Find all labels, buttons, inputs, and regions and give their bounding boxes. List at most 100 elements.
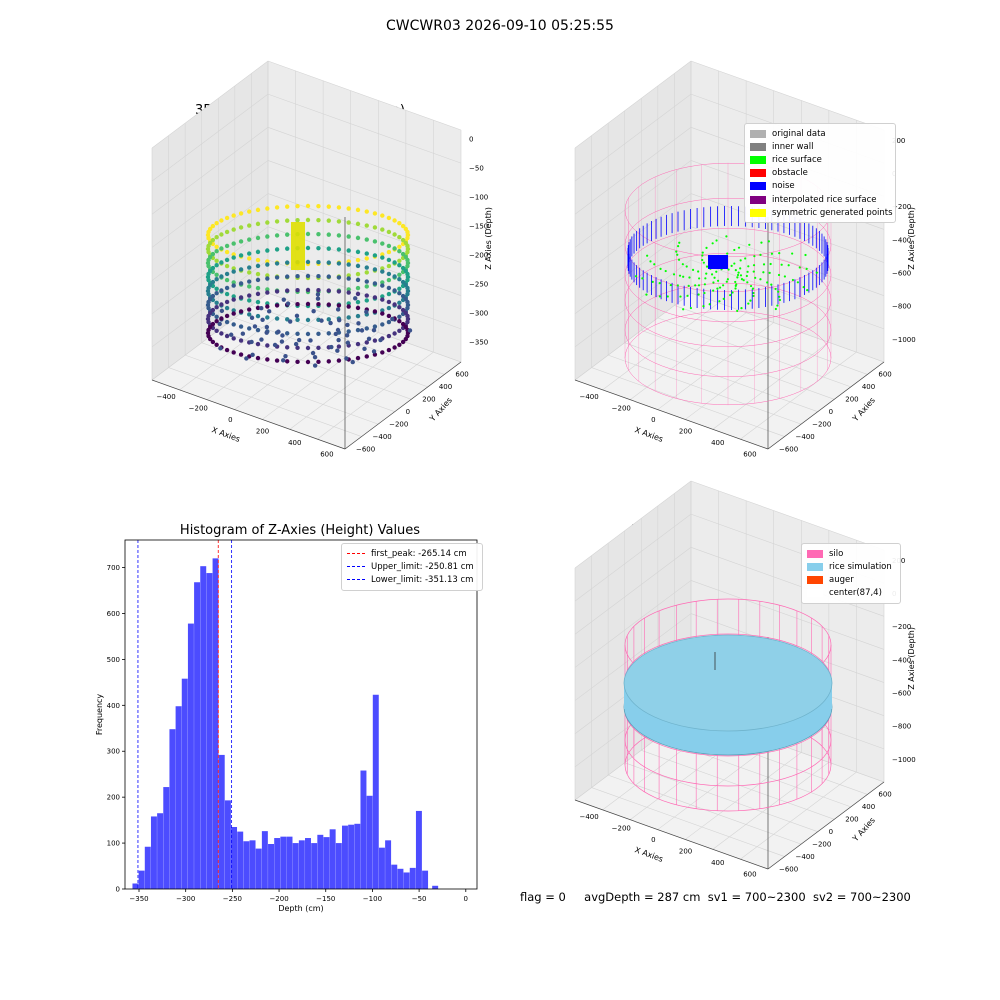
rice-surface-point bbox=[770, 252, 774, 255]
x-tick-label: 0 bbox=[228, 416, 232, 424]
data-point bbox=[265, 248, 270, 253]
grid-line bbox=[685, 752, 802, 840]
data-point bbox=[207, 226, 213, 232]
data-point bbox=[207, 240, 213, 246]
rice-simulation-top bbox=[623, 634, 833, 732]
z-tick-label: −200 bbox=[892, 203, 911, 211]
data-point bbox=[392, 274, 397, 279]
data-point bbox=[326, 317, 331, 322]
data-point bbox=[364, 256, 369, 261]
data-point bbox=[255, 299, 261, 305]
data-point bbox=[326, 260, 331, 265]
legend-label: symmetric generated points bbox=[772, 207, 893, 218]
axis-line bbox=[151, 379, 346, 450]
z-tick-label: 200 bbox=[892, 137, 905, 145]
data-point bbox=[247, 279, 252, 284]
legend-item: silo bbox=[807, 547, 895, 560]
data-point bbox=[247, 326, 252, 331]
rice-surface-point bbox=[737, 271, 740, 274]
data-point bbox=[371, 327, 377, 333]
rice-surface-point bbox=[734, 284, 737, 287]
data-point bbox=[400, 339, 406, 345]
rice-surface-point bbox=[748, 243, 751, 246]
floor-pane bbox=[152, 293, 461, 449]
data-point bbox=[316, 217, 321, 223]
rice-surface-point bbox=[701, 258, 704, 262]
data-point bbox=[285, 359, 290, 364]
data-point bbox=[214, 291, 219, 296]
data-point bbox=[255, 207, 261, 213]
grid-line bbox=[234, 322, 351, 410]
data-point bbox=[255, 249, 261, 255]
data-point bbox=[386, 229, 392, 235]
rice-surface-point bbox=[759, 253, 762, 256]
legend-item: original data bbox=[750, 127, 890, 140]
data-point bbox=[214, 286, 219, 291]
data-point bbox=[364, 270, 369, 275]
rice-surface-point bbox=[778, 252, 781, 255]
x-tick-label: 200 bbox=[256, 427, 269, 435]
data-point bbox=[250, 352, 255, 358]
data-point bbox=[265, 220, 270, 225]
data-point bbox=[335, 348, 340, 353]
data-point bbox=[397, 244, 402, 249]
data-point bbox=[336, 219, 342, 224]
rice-surface-point bbox=[753, 255, 756, 258]
axis-line bbox=[574, 379, 769, 450]
data-point bbox=[386, 305, 392, 311]
y-tick-label: −200 bbox=[812, 840, 831, 848]
x-tick-label: −250 bbox=[223, 895, 242, 903]
rice-surface-point bbox=[712, 281, 715, 284]
rice-surface-point bbox=[651, 280, 654, 283]
avg-depth-text: avgDepth = 287 cm bbox=[584, 890, 701, 904]
data-point bbox=[265, 206, 270, 211]
data-point bbox=[386, 313, 392, 319]
data-point bbox=[397, 221, 402, 226]
data-point bbox=[400, 265, 406, 271]
legend-label: silo bbox=[829, 548, 844, 559]
data-point bbox=[265, 315, 270, 320]
z-tick-label: −100 bbox=[469, 194, 488, 202]
y-tick-label: 400 bbox=[439, 383, 452, 391]
grid-line bbox=[674, 305, 868, 375]
rice-surface-point bbox=[769, 262, 772, 266]
data-point bbox=[316, 359, 321, 365]
data-point bbox=[397, 328, 402, 333]
rice-surface-point bbox=[776, 304, 779, 307]
z-axis-label: Z Axies (Depth) bbox=[907, 627, 916, 690]
data-point bbox=[372, 295, 378, 300]
legend-item: center(87,4) bbox=[807, 587, 895, 600]
data-point bbox=[346, 259, 351, 264]
x-axis-label: Depth (cm) bbox=[278, 904, 323, 913]
histogram-bar bbox=[268, 843, 275, 889]
data-point bbox=[405, 285, 410, 291]
data-point bbox=[346, 273, 351, 278]
x-tick-label: −100 bbox=[363, 895, 382, 903]
raw-3d-plot: −400−2000200400600−600−400−2000200400600… bbox=[151, 60, 493, 458]
data-point bbox=[238, 338, 244, 343]
data-point bbox=[255, 355, 261, 361]
data-point bbox=[305, 287, 311, 293]
rice-surface-point bbox=[740, 307, 743, 310]
rice-surface-point bbox=[718, 286, 722, 289]
data-point bbox=[380, 294, 385, 299]
data-point bbox=[355, 291, 361, 297]
data-point bbox=[392, 302, 397, 307]
data-point bbox=[400, 251, 406, 257]
rice-surface-point bbox=[796, 281, 799, 284]
data-point bbox=[259, 337, 264, 342]
data-point bbox=[255, 235, 261, 241]
grid-line bbox=[657, 322, 774, 410]
x-tick-label: −150 bbox=[316, 895, 335, 903]
legend-swatch bbox=[807, 589, 823, 598]
legend-line bbox=[347, 553, 365, 555]
rice-surface-point bbox=[740, 277, 744, 281]
rice-surface-point bbox=[682, 308, 685, 311]
histogram-bar bbox=[403, 872, 410, 889]
legend-item: auger bbox=[807, 573, 895, 586]
x-tick-label: −350 bbox=[129, 895, 148, 903]
data-point bbox=[400, 307, 406, 313]
data-point bbox=[224, 291, 230, 297]
x-tick-label: 400 bbox=[288, 439, 301, 447]
rice-surface-point bbox=[698, 277, 701, 280]
